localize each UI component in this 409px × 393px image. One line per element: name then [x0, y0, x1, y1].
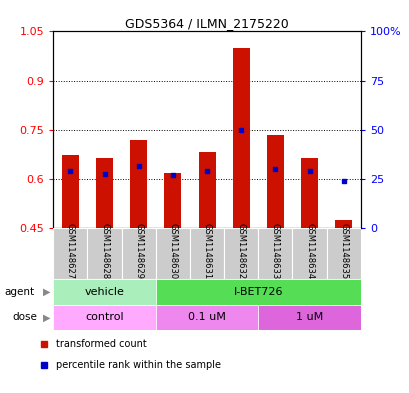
Text: 1 uM: 1 uM — [295, 312, 322, 322]
Bar — [53, 228, 87, 279]
Text: ▶: ▶ — [43, 312, 50, 322]
Text: ▶: ▶ — [43, 287, 50, 297]
Text: vehicle: vehicle — [84, 287, 124, 297]
Bar — [258, 228, 292, 279]
Text: I-BET726: I-BET726 — [233, 287, 282, 297]
Bar — [155, 228, 189, 279]
Text: percentile rank within the sample: percentile rank within the sample — [56, 360, 220, 371]
Text: transformed count: transformed count — [56, 339, 146, 349]
Bar — [53, 305, 155, 330]
Bar — [198, 152, 215, 228]
Bar — [53, 279, 155, 305]
Bar — [334, 220, 351, 228]
Text: GSM1148627: GSM1148627 — [66, 223, 75, 279]
Text: GSM1148628: GSM1148628 — [100, 223, 109, 279]
Text: GSM1148630: GSM1148630 — [168, 223, 177, 279]
Bar — [155, 305, 258, 330]
Bar — [130, 140, 147, 228]
Text: control: control — [85, 312, 124, 322]
Bar — [266, 134, 283, 228]
Text: GSM1148633: GSM1148633 — [270, 223, 279, 279]
Bar — [121, 228, 155, 279]
Bar — [155, 279, 360, 305]
Bar — [87, 228, 121, 279]
Title: GDS5364 / ILMN_2175220: GDS5364 / ILMN_2175220 — [125, 17, 288, 30]
Text: GSM1148631: GSM1148631 — [202, 223, 211, 279]
Bar — [300, 158, 317, 228]
Bar — [258, 305, 360, 330]
Bar — [292, 228, 326, 279]
Bar — [62, 155, 79, 228]
Bar — [224, 228, 258, 279]
Text: GSM1148629: GSM1148629 — [134, 223, 143, 279]
Bar — [326, 228, 360, 279]
Text: GSM1148635: GSM1148635 — [338, 223, 347, 279]
Text: GSM1148632: GSM1148632 — [236, 223, 245, 279]
Bar — [232, 48, 249, 228]
Text: 0.1 uM: 0.1 uM — [188, 312, 225, 322]
Bar — [164, 173, 181, 228]
Bar — [189, 228, 224, 279]
Text: GSM1148634: GSM1148634 — [304, 223, 313, 279]
Bar — [96, 158, 113, 228]
Text: dose: dose — [12, 312, 37, 322]
Text: agent: agent — [4, 287, 34, 297]
